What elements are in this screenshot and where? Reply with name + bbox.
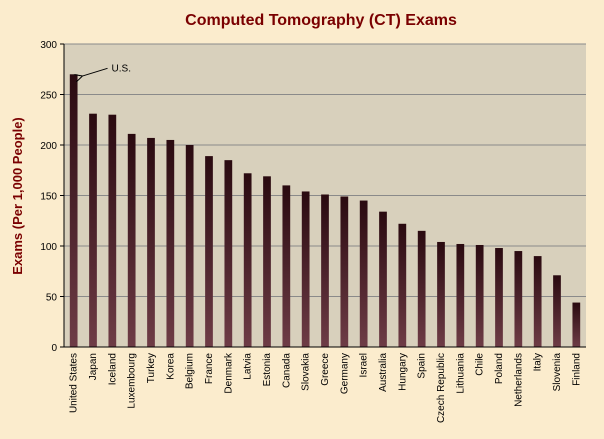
- bar: [495, 248, 503, 347]
- bar: [398, 223, 407, 347]
- bar: [475, 244, 484, 347]
- x-tick-label: Slovenia: [552, 353, 563, 392]
- bar: [437, 241, 445, 347]
- bar: [359, 200, 368, 347]
- x-tick-label: Italy: [533, 353, 544, 371]
- annotations: U.S.: [82, 63, 131, 76]
- x-tick-label: Hungary: [397, 353, 408, 391]
- y-axis-label: Exams (Per 1,000 People): [10, 117, 25, 275]
- x-tick-label: United States: [69, 353, 80, 413]
- bar: [263, 176, 271, 347]
- bar: [205, 156, 213, 347]
- bar: [243, 173, 252, 347]
- x-axis-ticks: United States Japan Iceland Luxembourg Turke…: [69, 352, 583, 423]
- x-tick-label: Lithuania: [455, 353, 466, 394]
- x-tick-label: Iceland: [107, 353, 118, 385]
- x-tick-label: Latvia: [243, 353, 254, 380]
- bar: [224, 160, 233, 347]
- x-tick-label: Turkey: [146, 353, 157, 383]
- y-tick-label: 0: [51, 343, 57, 354]
- bar: [108, 114, 117, 347]
- x-tick-label: Estonia: [262, 353, 273, 387]
- y-tick-label: 200: [40, 141, 57, 152]
- x-tick-label: Korea: [165, 353, 176, 380]
- x-tick-label: Poland: [494, 353, 505, 384]
- x-tick-label: Czech Republic: [436, 353, 447, 423]
- y-tick-label: 250: [40, 91, 57, 102]
- x-tick-label: Luxembourg: [127, 353, 138, 409]
- bar: [127, 133, 136, 347]
- y-axis-ticks: 0 50 100 150 200 250 300: [40, 40, 64, 354]
- y-tick-label: 300: [40, 40, 57, 51]
- bar: [514, 251, 523, 347]
- bar: [340, 196, 349, 347]
- x-tick-label: Japan: [88, 353, 99, 380]
- x-tick-label: Chile: [475, 353, 486, 376]
- annotation-label: U.S.: [112, 63, 131, 74]
- bar: [147, 137, 155, 347]
- bar: [301, 191, 310, 347]
- x-tick-label: Germany: [339, 353, 350, 394]
- y-tick-label: 100: [40, 242, 57, 253]
- bar: [185, 145, 194, 347]
- x-tick-label: Netherlands: [513, 353, 524, 407]
- bar: [572, 302, 581, 347]
- x-tick-label: Slovakia: [301, 353, 312, 391]
- annotation-arrow: [82, 67, 108, 76]
- bar: [321, 194, 329, 347]
- bar: [69, 74, 78, 348]
- x-tick-label: Canada: [281, 353, 292, 388]
- y-tick-label: 50: [46, 293, 58, 304]
- x-tick-label: France: [204, 353, 215, 385]
- bar: [379, 211, 387, 347]
- x-tick-label: Australia: [378, 353, 389, 392]
- x-tick-label: Finland: [571, 353, 582, 386]
- bar: [89, 113, 97, 347]
- bars: [69, 74, 581, 348]
- chart-title: Computed Tomography (CT) Exams: [185, 12, 457, 29]
- x-tick-label: Belgium: [185, 353, 196, 389]
- bar: [166, 139, 175, 347]
- bar: [282, 185, 291, 347]
- axes: [63, 44, 586, 348]
- bar: [456, 243, 465, 347]
- y-tick-label: 150: [40, 192, 57, 203]
- x-tick-label: Israel: [359, 353, 370, 377]
- x-tick-label: Greece: [320, 353, 331, 386]
- x-tick-label: Denmark: [223, 352, 234, 394]
- x-tick-label: Spain: [417, 353, 428, 379]
- bar: [533, 256, 542, 347]
- bar: [417, 230, 426, 347]
- bar: [553, 275, 561, 347]
